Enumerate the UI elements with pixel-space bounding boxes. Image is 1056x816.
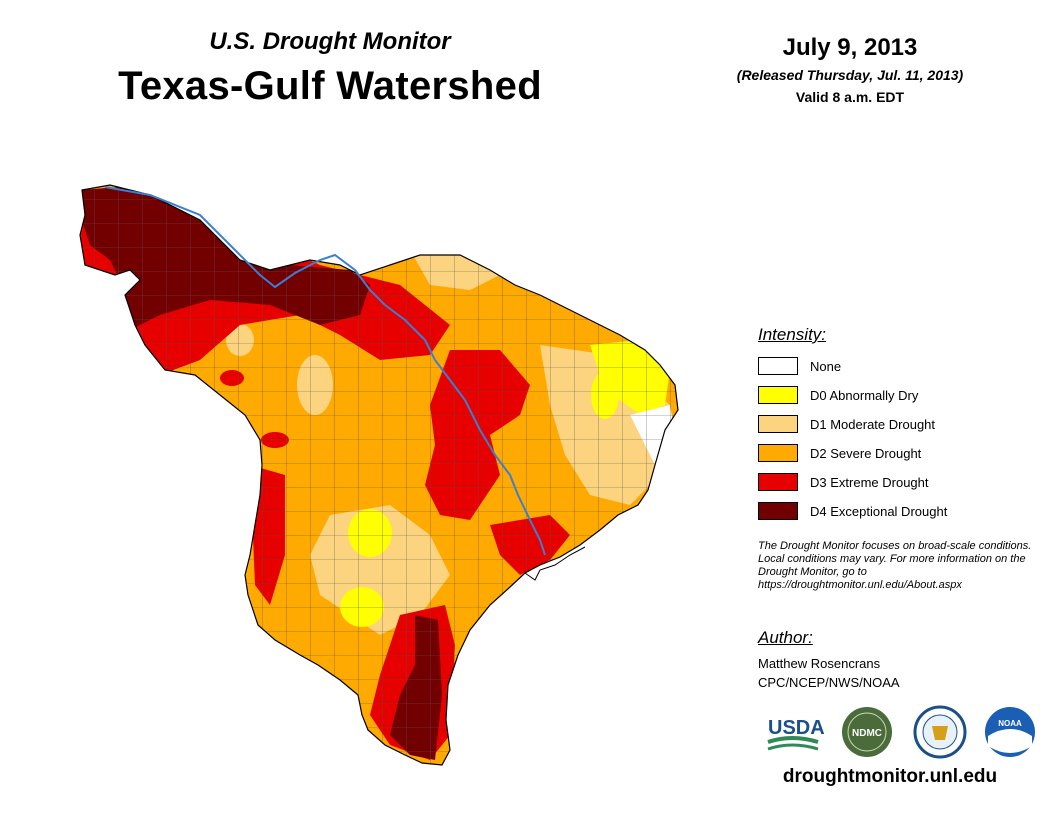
- ndmc-logo-text: NDMC: [852, 728, 882, 739]
- legend-item: D3 Extreme Drought: [758, 471, 929, 493]
- county-boundaries: [80, 185, 678, 765]
- legend-swatch: [758, 502, 798, 520]
- legend-item: D2 Severe Drought: [758, 442, 921, 464]
- agency-logos: USDA NDMC NOAA: [767, 705, 1035, 759]
- legend-item: None: [758, 355, 841, 377]
- legend-label: None: [810, 358, 842, 374]
- legend-swatch: [758, 415, 798, 433]
- usda-logo-text: USDA: [768, 717, 825, 739]
- map-date: July 9, 2013: [782, 34, 918, 61]
- legend-swatch: [758, 473, 798, 491]
- legend-swatch: [758, 357, 798, 375]
- footer-url[interactable]: droughtmonitor.unl.edu: [782, 766, 998, 787]
- disclaimer-note: The Drought Monitor focuses on broad-sca…: [758, 540, 1032, 591]
- map-title: Texas-Gulf Watershed: [118, 64, 542, 108]
- author-heading: Author:: [758, 628, 813, 647]
- ndmc-logo: NDMC: [842, 707, 892, 757]
- legend-heading: Intensity:: [758, 325, 827, 344]
- legend-label: D2 Severe Drought: [810, 445, 922, 461]
- legend-label: D3 Extreme Drought: [810, 474, 929, 490]
- legend-item: D1 Moderate Drought: [758, 413, 935, 435]
- author-org: CPC/NCEP/NWS/NOAA: [758, 675, 900, 690]
- drought-map: [79, 184, 679, 766]
- river: [104, 186, 546, 556]
- valid-time: Valid 8 a.m. EDT: [795, 89, 905, 105]
- legend-item: D4 Exceptional Drought: [758, 500, 947, 522]
- coastline: [524, 546, 586, 581]
- legend-item: D0 Abnormally Dry: [758, 384, 918, 406]
- legend-swatch: [758, 444, 798, 462]
- release-date: (Released Thursday, Jul. 11, 2013): [736, 67, 964, 83]
- usda-logo: USDA: [767, 717, 825, 751]
- map-subtitle: U.S. Drought Monitor: [209, 28, 451, 55]
- legend-label: D0 Abnormally Dry: [810, 387, 919, 403]
- legend-label: D1 Moderate Drought: [810, 416, 936, 432]
- legend-swatch: [758, 386, 798, 404]
- author-name: Matthew Rosencrans: [758, 656, 881, 671]
- noaa-logo: NOAA: [985, 707, 1035, 757]
- legend-label: D4 Exceptional Drought: [810, 503, 948, 519]
- noaa-logo-text: NOAA: [998, 719, 1022, 728]
- doc-seal: [913, 705, 967, 759]
